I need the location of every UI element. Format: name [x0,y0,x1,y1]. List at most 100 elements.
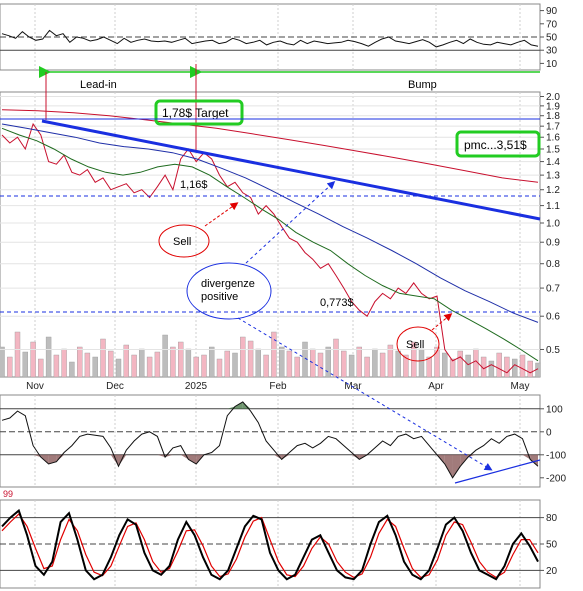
volume-bar [146,356,153,378]
price-panel [0,96,540,374]
price-y-tick-label: 0.6 [546,312,560,323]
sell-arrow-2 [431,313,453,331]
volume-bar [527,360,533,378]
cci-fill-low [273,454,282,460]
cci-fill-low [118,454,127,467]
volume-bar [7,356,13,378]
volume-bar [193,356,199,378]
stoch-k-line [1,508,539,581]
volume-bar [92,356,98,378]
price-trendline [41,119,541,221]
volume-bar [372,348,378,378]
sell-arrow-1 [204,202,239,227]
price-y-tick-label: 0.8 [546,259,560,270]
price-0773-label: 0,773$ [320,297,354,309]
volume-bar [224,350,231,378]
stoch-y-tick-label: 50 [546,540,558,551]
volume-bar [449,358,456,378]
month-label: 2025 [185,381,208,392]
volume-bar [333,338,339,378]
volume-bar [294,356,300,378]
stoch-d-line [1,513,539,579]
price-y-tick-label: 1.0 [546,218,560,229]
cci-y-tick-label: 100 [546,404,563,415]
volume-bar [185,348,192,378]
volume-bar [69,361,75,378]
price-y-tick-label: 1.5 [546,145,560,156]
price-y-tick-label: 1.8 [546,111,560,122]
volume-bar [364,356,370,378]
cci-fill-low [48,454,57,464]
sell-circle-2 [396,326,440,362]
volume-bar [356,346,362,378]
volume-bar [317,352,324,378]
volume-bar [325,346,331,378]
volume-bar [255,348,262,378]
volume-bar [442,352,448,378]
volume-bar [310,348,316,378]
volume-bar [177,341,184,378]
top-y-tick-label: 90 [546,6,558,17]
price-y-tick-label: 1.3 [546,171,560,182]
volume-bar [519,354,526,378]
volume-bar [379,352,386,378]
volume-bar [170,346,176,378]
volume-bar [22,351,28,378]
sell-label-1: Sell [173,236,191,248]
cci-support-line [454,459,541,484]
price-y-tick-label: 1.1 [546,201,560,212]
target-box [154,99,244,126]
volume-bar [61,348,67,378]
volume-bar [108,350,114,378]
cci-y-tick-label: -200 [546,473,566,484]
divergence-label-line1: divergenze [201,278,255,290]
volume-bar [123,344,130,378]
cci-fill-low [33,454,41,458]
volume-bar [232,352,238,378]
cci-fill-low [452,454,461,478]
month-label: Mar [344,381,362,392]
month-label: Nov [26,381,44,392]
top-oscillator-panel [0,29,540,51]
month-label: Apr [428,381,444,392]
volume-bar [348,354,355,378]
volume-bar [30,341,36,378]
top-y-tick-label: 10 [546,59,558,70]
stoch-y-tick-label: 20 [546,566,558,577]
price-y-tick-label: 1.2 [546,185,560,196]
volume-bar [131,354,137,378]
volume-bar [411,341,417,378]
cci-fill-low [110,454,119,467]
volume-bar [263,354,269,378]
volume-bar [14,331,21,378]
price-y-tick-label: 1.6 [546,133,560,144]
ma-short-line [1,127,539,362]
sell-circle-1 [158,224,210,258]
volume-bar [496,352,502,378]
cci-line [1,401,539,479]
price-y-tick-label: 1.7 [546,122,560,133]
y-tick-labels: 90 70 50 30 10 2.01.91.81.71.61.51.4 1.3 1.2 1.1… [540,6,566,577]
target-label: 1,78$ Target [162,106,229,120]
price-line [1,122,539,374]
month-label: May [511,381,530,392]
volume-bar [240,336,246,378]
volume-bar [341,350,347,378]
volume-bar [216,358,223,378]
volume-bar [76,346,83,378]
volume-bar [504,356,510,378]
divergence-ellipse [186,262,272,320]
volume-bar [434,346,440,378]
cci-fill-low [522,454,531,460]
price-y-tick-label: 2.0 [546,92,560,103]
stochastic-panel [0,508,540,581]
cci-y-tick-label: 0 [546,427,552,438]
volume-bar [286,350,293,378]
price-y-tick-label: 1.9 [546,101,560,112]
volume-bar [387,344,394,378]
divergence-arrow-cci [237,317,493,471]
cci-fill-low [188,454,197,464]
price-y-tick-label: 1.4 [546,157,560,168]
top-y-tick-label: 50 [546,33,558,44]
volume-bar [247,340,254,378]
